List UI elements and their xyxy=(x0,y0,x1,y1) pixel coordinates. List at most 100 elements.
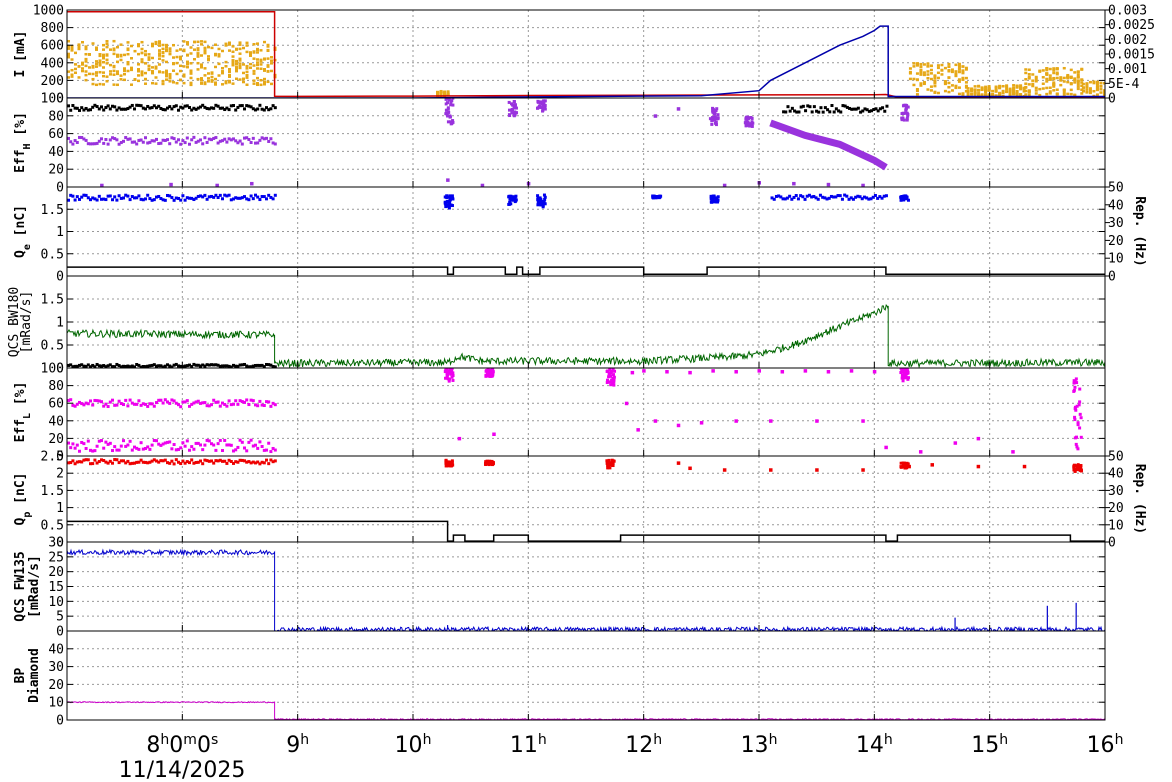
series-current-0 xyxy=(116,83,119,87)
series-effh-5 xyxy=(861,183,865,187)
series-effh-0 xyxy=(260,107,264,111)
series-current-0 xyxy=(102,71,105,74)
series-effl-2 xyxy=(609,370,613,374)
series-qcsbw-1 xyxy=(73,364,77,368)
series-current-0 xyxy=(922,81,926,84)
series-effl-2 xyxy=(899,368,903,370)
series-effh-0 xyxy=(181,106,185,110)
series-qp-0 xyxy=(269,458,273,462)
y-tick-label: 20 xyxy=(48,565,64,580)
series-qe-0 xyxy=(207,195,211,199)
series-current-0 xyxy=(1038,87,1042,91)
series-effh-0 xyxy=(157,104,161,108)
series-qe-0 xyxy=(247,198,251,202)
series-effh-1 xyxy=(148,140,152,144)
series-current-0 xyxy=(224,42,228,46)
series-effl-0 xyxy=(170,398,174,402)
series-current-0 xyxy=(196,68,200,71)
series-qe-0 xyxy=(216,196,220,200)
series-effh-0 xyxy=(97,107,101,111)
series-current-0 xyxy=(1076,70,1080,73)
series-current-0 xyxy=(67,47,70,50)
series-effl-0 xyxy=(174,401,178,405)
series-current-0 xyxy=(259,60,263,63)
series-current-0 xyxy=(947,69,951,72)
series-current-0 xyxy=(1008,92,1012,95)
series-qcsbw-1 xyxy=(86,363,90,367)
series-effl-0 xyxy=(212,398,216,402)
series-qe-1 xyxy=(862,195,866,199)
series-effh-2 xyxy=(782,110,786,114)
series-current-0 xyxy=(179,78,182,82)
series-qp-1 xyxy=(1076,466,1080,470)
y-tick-label: 0 xyxy=(56,181,64,196)
series-effl-2 xyxy=(906,376,910,380)
series-effh-2 xyxy=(804,109,808,113)
y-tick-label: 600 xyxy=(41,39,64,54)
series-qp-1 xyxy=(1079,468,1083,472)
series-qp-0 xyxy=(205,459,209,463)
series-effl-1 xyxy=(106,442,110,446)
series-current-0 xyxy=(1045,92,1049,96)
series-qe-2 xyxy=(447,201,451,205)
series-current-0 xyxy=(1073,78,1077,82)
series-effl-0 xyxy=(265,400,268,404)
series-current-0 xyxy=(270,62,273,65)
series-current-0 xyxy=(929,64,933,67)
series-effh-4 xyxy=(903,111,907,115)
series-current-0 xyxy=(182,40,186,43)
series-current-0 xyxy=(1041,76,1045,79)
series-effl-1 xyxy=(183,444,187,448)
series-effl-2 xyxy=(489,372,493,376)
series-effl-1 xyxy=(95,444,99,448)
series-qe-1 xyxy=(807,193,811,197)
series-current-0 xyxy=(144,53,147,57)
series-effl-0 xyxy=(229,403,233,407)
series-effh-0 xyxy=(152,104,156,108)
series-effl-0 xyxy=(73,404,77,408)
series-effl-0 xyxy=(247,403,251,407)
series-qcsbw-1 xyxy=(203,364,207,368)
series-effh-1 xyxy=(201,142,205,146)
series-effl-2 xyxy=(448,371,452,375)
series-qcsbw-1 xyxy=(258,363,262,367)
series-current-0 xyxy=(123,53,126,57)
series-current-0 xyxy=(147,58,151,61)
series-effl-2 xyxy=(486,368,490,372)
series-current-0 xyxy=(249,62,252,66)
series-current-0 xyxy=(1027,68,1031,71)
series-qp-1 xyxy=(447,463,451,467)
series-current-0 xyxy=(238,43,242,46)
series-current-0 xyxy=(1012,90,1016,94)
series-effh-4 xyxy=(744,124,748,128)
series-current-0 xyxy=(1080,84,1084,87)
series-current-0 xyxy=(915,72,919,75)
series-qp-0 xyxy=(84,458,88,462)
series-current-0 xyxy=(228,75,231,78)
series-effl-0 xyxy=(100,400,103,404)
series-qe-1 xyxy=(847,197,851,201)
series-qp-0 xyxy=(73,462,77,466)
series-effl-1 xyxy=(196,441,200,445)
series-effl-0 xyxy=(122,403,125,407)
series-effl-3 xyxy=(861,419,865,423)
series-current-0 xyxy=(970,92,974,95)
series-qcsbw-1 xyxy=(97,364,101,368)
y-tick-label: 5 xyxy=(56,610,64,625)
series-qp-1 xyxy=(1076,463,1080,467)
series-current-0 xyxy=(1027,75,1031,79)
y-tick-label: 200 xyxy=(41,74,64,89)
series-current-0 xyxy=(256,47,259,51)
series-current-0 xyxy=(144,82,147,85)
series-effl-1 xyxy=(262,448,266,452)
series-current-0 xyxy=(957,64,961,68)
series-qe-1 xyxy=(832,195,836,199)
series-current-0 xyxy=(919,84,923,87)
series-effl-0 xyxy=(108,400,112,404)
series-qp-0 xyxy=(102,458,106,462)
series-current-0 xyxy=(165,71,168,75)
series-qp-1 xyxy=(1072,468,1076,472)
series-current-0 xyxy=(1062,88,1066,92)
series-effl-0 xyxy=(137,399,141,403)
series-effh-0 xyxy=(172,105,176,109)
